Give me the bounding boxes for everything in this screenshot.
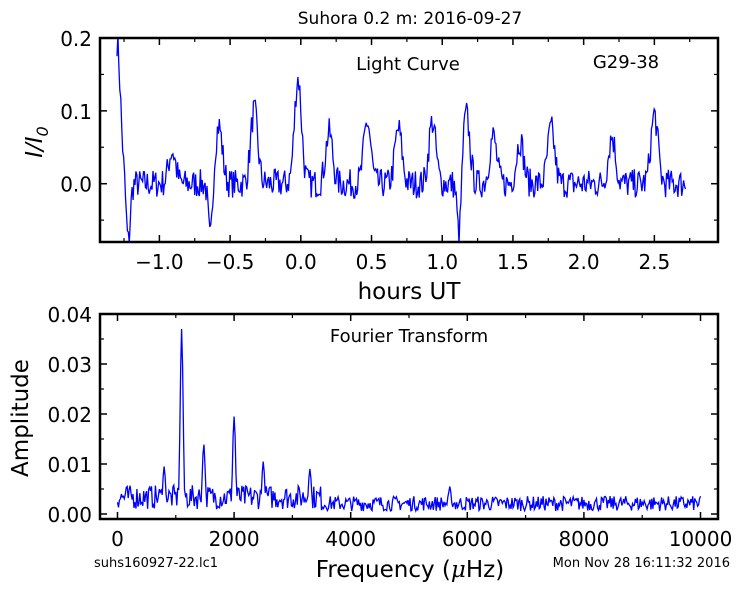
fourier-ytick-label: 0.04 [47,303,92,327]
light-curve-xtick-label: −0.5 [206,250,255,274]
fourier-xtick-label: 0 [111,527,124,551]
fourier-xtick-label: 2000 [209,527,260,551]
fourier-xtick-label: 6000 [442,527,493,551]
light-curve-ytick-label: 0.0 [60,173,92,197]
light-curve-xtick-label: 1.0 [426,250,458,274]
footer-file-label: suhs160927-22.lc1 [94,556,218,571]
light-curve-ylabel: I/I0 [22,126,52,158]
fourier-ylabel: Amplitude [8,359,34,477]
figure-title: Suhora 0.2 m: 2016-09-27 [298,9,522,29]
light-curve-xlabel: hours UT [358,279,462,305]
star-name-label: G29-38 [593,52,659,73]
light-curve-xtick-label: 2.0 [568,250,600,274]
light-curve-frame [98,36,720,244]
fourier-xtick-label: 8000 [558,527,609,551]
light-curve-title: Light Curve [356,54,460,75]
light-curve-xtick-label: 0.5 [356,250,388,274]
footer-timestamp: Mon Nov 28 16:11:32 2016 [553,556,730,571]
fourier-ytick-label: 0.02 [47,403,92,427]
fourier-panel: 0 2000 4000 6000 8000 10000 0.00 0.01 0.02 0.03 0.… [8,303,732,583]
light-curve-ticks: −1.0 −0.5 0.0 0.5 1.0 1.5 2.0 2.5 0.0 0.1 0.2 [60,27,718,274]
light-curve-xtick-label: 1.5 [497,250,529,274]
fourier-ytick-label: 0.03 [47,353,92,377]
light-curve-panel: −1.0 −0.5 0.0 0.5 1.0 1.5 2.0 2.5 0.0 0.1 0.2 Ligh… [22,27,720,305]
light-curve-ytick-label: 0.1 [60,100,92,124]
light-curve-line [116,38,687,242]
light-curve-xtick-label: 2.5 [638,250,670,274]
fourier-ticks: 0 2000 4000 6000 8000 10000 0.00 0.01 0.02 0.03 0.… [47,303,732,551]
fourier-xlabel: Frequency (μHz) [316,557,504,583]
fourier-xtick-label: 10000 [669,527,733,551]
fourier-ytick-label: 0.00 [47,503,92,527]
light-curve-ytick-label: 0.2 [60,27,92,51]
light-curve-xtick-label: −1.0 [135,250,184,274]
fourier-line [116,328,702,513]
fourier-title: Fourier Transform [330,326,488,347]
fourier-xtick-label: 4000 [325,527,376,551]
fourier-ytick-label: 0.01 [47,453,92,477]
light-curve-xtick-label: 0.0 [285,250,317,274]
